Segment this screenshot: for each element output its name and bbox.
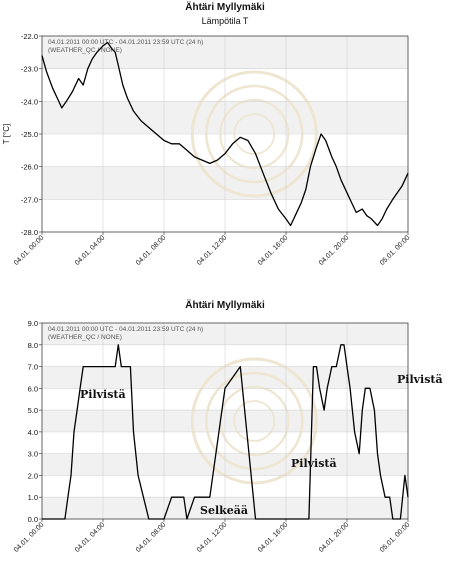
x-tick-label: 04.01. 16:00 <box>257 234 290 267</box>
y-tick-label: 1.0 <box>28 493 38 502</box>
annotation-label: Pilvistä <box>80 388 126 401</box>
meta-text: 04.01.2011 00:00 UTC - 04.01.2011 23:59 … <box>48 39 203 46</box>
y-tick-label: -27.0 <box>21 195 38 204</box>
x-tick-label: 04.01. 20:00 <box>318 521 351 554</box>
y-tick-label: 3.0 <box>28 450 38 459</box>
meta-text: (WEATHER_QC / NONE) <box>48 47 122 54</box>
x-tick-label: 04.01. 04:00 <box>74 521 107 554</box>
x-tick-label: 04.01. 00:00 <box>13 234 46 267</box>
chart-title: Ähtäri Myllymäki <box>185 0 265 13</box>
y-tick-label: 7.0 <box>28 363 38 372</box>
annotation-label: Pilvistä <box>291 457 337 470</box>
y-tick-label: 9.0 <box>28 319 38 328</box>
x-tick-label: 04.01. 00:00 <box>13 521 46 554</box>
x-tick-label: 04.01. 20:00 <box>318 234 351 267</box>
watermark-ring <box>204 371 304 471</box>
y-tick-label: -24.0 <box>21 97 38 106</box>
y-tick-label: 6.0 <box>28 384 38 393</box>
watermark-ring <box>190 357 318 485</box>
series-line <box>42 344 409 520</box>
y-tick-label: 4.0 <box>28 428 38 437</box>
y-tick-label: -22.0 <box>21 32 38 41</box>
y-tick-label: -28.0 <box>21 228 38 237</box>
chart-subtitle: Lämpötila T <box>202 16 249 26</box>
x-tick-label: 04.01. 16:00 <box>257 521 290 554</box>
x-tick-label: 05.01. 00:00 <box>379 521 412 554</box>
chart-title: Ähtäri Myllymäki <box>185 298 265 311</box>
x-tick-label: 04.01. 12:00 <box>196 521 229 554</box>
y-tick-label: 0.0 <box>28 515 38 524</box>
series-line <box>41 41 409 227</box>
y-tick-label: 8.0 <box>28 341 38 350</box>
y-tick-label: 5.0 <box>28 406 38 415</box>
y-tick-label: -26.0 <box>21 163 38 172</box>
x-tick-label: 04.01. 08:00 <box>135 521 168 554</box>
annotation-label: Pilvistä <box>397 373 443 386</box>
y-tick-label: 2.0 <box>28 471 38 480</box>
watermark-ring <box>233 400 276 442</box>
chart-1: Ähtäri Myllymäki Lämpötila T 04.01.2011 00… <box>2 0 411 267</box>
x-tick-label: 04.01. 08:00 <box>135 234 168 267</box>
x-tick-label: 05.01. 00:00 <box>379 234 412 267</box>
meta-text: (WEATHER_QC / NONE) <box>48 334 122 341</box>
annotation-label: Selkeää <box>200 504 248 517</box>
y-tick-label: -23.0 <box>21 65 38 74</box>
y-axis-label: T [°C] <box>2 124 11 144</box>
y-tick-label: -25.0 <box>21 130 38 139</box>
x-tick-label: 04.01. 04:00 <box>74 234 107 267</box>
x-tick-label: 04.01. 12:00 <box>196 234 229 267</box>
chart-2: Ähtäri Myllymäki 04.01.2011 00:00 UTC - 0… <box>13 298 443 554</box>
meta-text: 04.01.2011 00:00 UTC - 04.01.2011 23:59 … <box>48 326 203 333</box>
